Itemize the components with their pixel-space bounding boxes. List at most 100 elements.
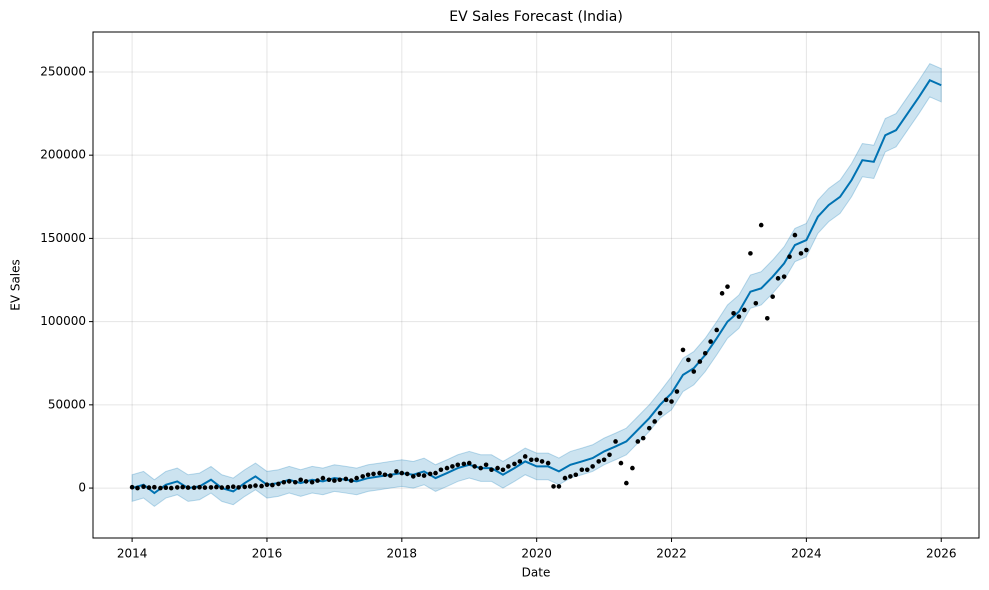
actual-point	[618, 460, 624, 466]
actual-point	[573, 472, 579, 478]
actual-point	[742, 307, 747, 313]
actual-point	[764, 315, 770, 321]
actual-point	[281, 479, 287, 485]
actual-point	[669, 399, 674, 404]
actual-point	[674, 389, 680, 394]
actual-point	[377, 470, 382, 476]
actual-point	[276, 481, 281, 487]
actual-point	[264, 482, 270, 488]
actual-point	[714, 327, 720, 333]
y-axis-label: EV Sales	[9, 259, 23, 311]
actual-point	[219, 485, 225, 490]
x-tick-label: 2018	[387, 547, 418, 561]
actual-point	[158, 485, 163, 491]
actual-point	[450, 464, 455, 469]
actual-point	[719, 291, 725, 296]
actual-point	[197, 484, 202, 490]
actual-point	[640, 435, 646, 441]
actual-point	[500, 467, 506, 473]
actual-point	[152, 484, 157, 490]
actual-point	[748, 251, 753, 256]
actual-point	[174, 485, 180, 490]
y-tick-label: 50000	[48, 397, 86, 411]
uncertainty-band	[131, 62, 942, 507]
actual-point	[388, 473, 393, 478]
actual-point	[506, 464, 511, 469]
actual-point	[596, 459, 602, 464]
actual-point	[590, 464, 595, 469]
actual-point	[444, 465, 450, 471]
actual-point	[185, 485, 191, 490]
actual-point	[663, 397, 669, 403]
actual-point	[708, 339, 713, 344]
actual-point	[410, 474, 416, 479]
actual-point	[416, 472, 421, 478]
actual-point	[320, 475, 326, 481]
actual-point	[731, 310, 736, 316]
actual-point	[343, 476, 349, 482]
x-tick-label: 2016	[252, 547, 283, 561]
actual-point	[680, 347, 686, 353]
actual-point	[326, 477, 332, 483]
actual-point	[562, 475, 568, 481]
actual-point	[455, 462, 461, 468]
actual-point	[303, 479, 309, 484]
actual-point	[775, 276, 781, 281]
actual-point	[556, 484, 562, 489]
actual-point	[686, 357, 691, 363]
actual-point	[478, 465, 484, 471]
y-tick-label: 200000	[40, 148, 86, 162]
actual-point	[236, 485, 241, 490]
actual-point	[725, 284, 730, 289]
x-tick-label: 2022	[656, 547, 687, 561]
x-tick-label: 2014	[117, 547, 148, 561]
y-tick-label: 100000	[40, 314, 86, 328]
actual-point	[146, 485, 152, 490]
actual-point	[770, 294, 775, 299]
actual-point	[584, 467, 590, 473]
actual-point	[657, 410, 663, 416]
actual-point	[697, 359, 703, 364]
actual-point	[798, 251, 804, 256]
actual-point	[646, 425, 652, 431]
actual-point	[315, 478, 320, 483]
actual-point	[332, 478, 337, 483]
actual-point	[371, 471, 376, 477]
actual-point	[337, 477, 343, 483]
actual-point	[270, 482, 275, 488]
actual-point	[792, 232, 798, 238]
actual-point	[438, 467, 444, 473]
actual-point	[354, 475, 359, 481]
actual-point	[382, 472, 388, 478]
x-tick-label: 2020	[521, 547, 552, 561]
actual-point	[433, 470, 438, 476]
actual-point	[652, 419, 657, 424]
actual-point	[534, 457, 539, 463]
actual-point	[522, 454, 528, 459]
actual-point	[168, 485, 174, 491]
actual-point	[512, 461, 517, 467]
actual-point	[495, 465, 500, 471]
actual-point	[421, 473, 427, 478]
actual-point	[607, 452, 612, 458]
x-tick-label: 2026	[926, 547, 957, 561]
actual-point	[702, 350, 708, 356]
actual-point	[253, 483, 258, 488]
actual-point	[630, 465, 635, 471]
actual-point	[259, 483, 264, 489]
actual-point	[309, 479, 315, 485]
y-tick-label: 250000	[40, 64, 86, 78]
actual-point	[141, 484, 146, 490]
actual-point	[135, 485, 140, 491]
actual-point	[399, 470, 405, 476]
actual-point	[601, 457, 607, 463]
actual-point	[129, 484, 135, 490]
actual-point	[202, 485, 208, 490]
actual-point	[539, 459, 545, 464]
actual-point	[635, 439, 641, 444]
actual-point	[230, 484, 236, 490]
actual-point	[528, 457, 534, 463]
actual-point	[461, 461, 467, 467]
actual-point	[517, 459, 523, 464]
